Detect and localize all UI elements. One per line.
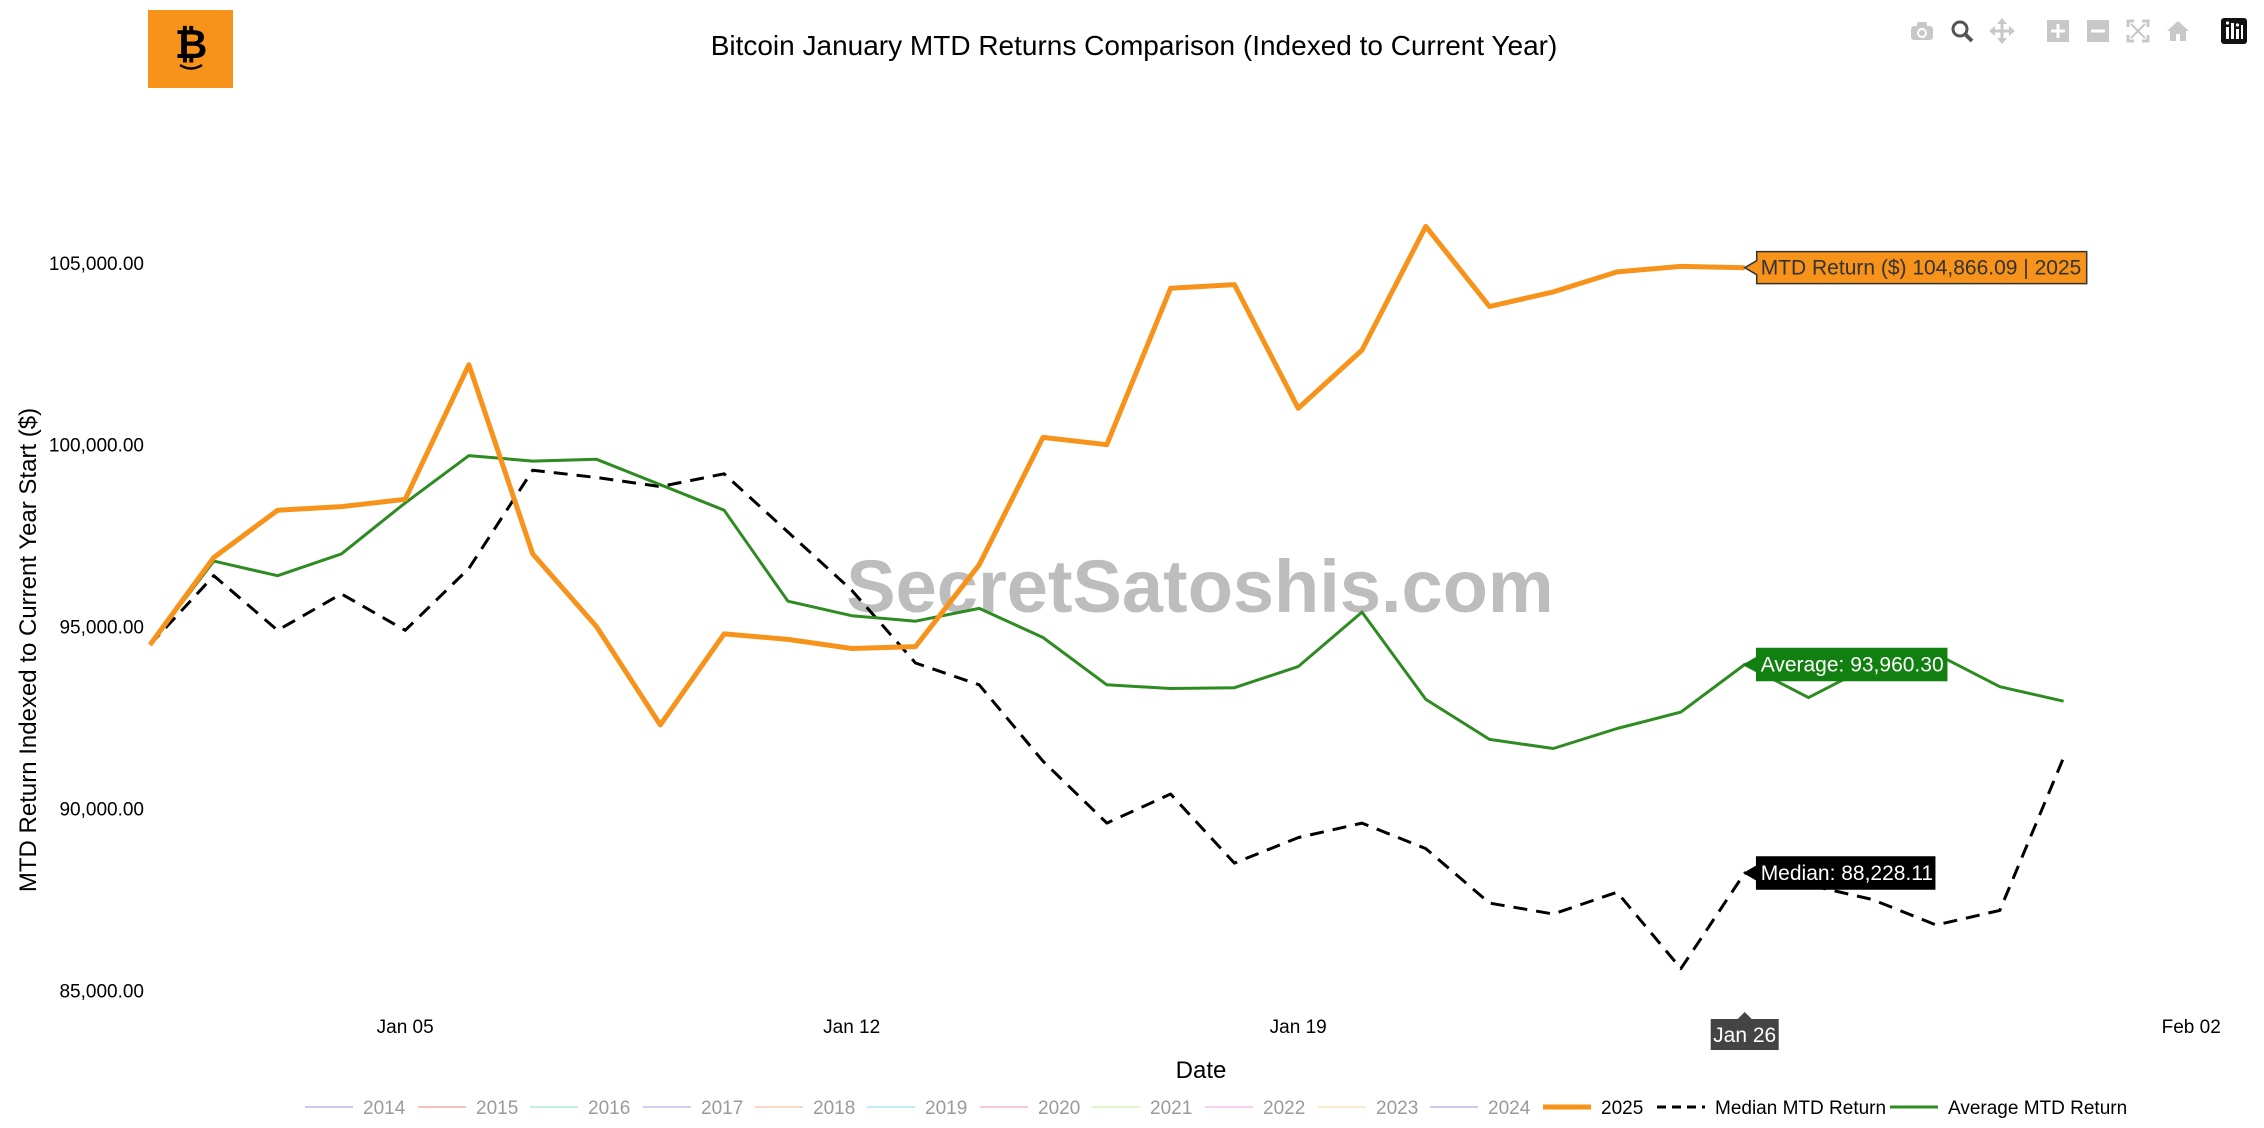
legend-item[interactable]: 2015 (418, 1098, 518, 1119)
watermark: SecretSatoshis.com (846, 545, 1553, 628)
legend-label: 2017 (701, 1098, 743, 1119)
autoscale-icon[interactable] (2120, 16, 2156, 46)
zoom-out-icon[interactable] (2080, 16, 2116, 46)
legend-item[interactable]: 2019 (867, 1098, 967, 1119)
legend-item[interactable]: 2021 (1092, 1098, 1192, 1119)
hover-label-2025-text: MTD Return ($) 104,866.09 | 2025 (1761, 257, 2082, 280)
chart-title: Bitcoin January MTD Returns Comparison (… (711, 30, 1558, 61)
x-hover-label: Jan 26 (1710, 1012, 1779, 1050)
x-hover-label-text: Jan 26 (1713, 1024, 1776, 1047)
legend-label: 2019 (925, 1098, 967, 1119)
x-axis-title: Date (1176, 1057, 1227, 1084)
plot-modebar (1904, 16, 2252, 46)
legend-item[interactable]: 2017 (643, 1098, 743, 1119)
y-tick-label: 90,000.00 (59, 800, 144, 821)
pan-icon[interactable] (1984, 16, 2020, 46)
x-tick-label: Jan 05 (377, 1017, 434, 1038)
home-icon[interactable] (2160, 16, 2196, 46)
legend-label: Median MTD Return (1715, 1098, 1886, 1119)
legend-label: 2014 (363, 1098, 406, 1119)
y-axis: 85,000.00 90,000.00 95,000.00 100,000.00 105… (49, 254, 144, 1003)
y-tick-label: 100,000.00 (49, 436, 144, 457)
legend-item[interactable]: 2014 (305, 1098, 406, 1119)
y-tick-label: 105,000.00 (49, 254, 144, 275)
legend-label: 2024 (1488, 1098, 1531, 1119)
camera-icon[interactable] (1904, 16, 1940, 46)
legend-label: 2021 (1150, 1098, 1192, 1119)
series-line-2025[interactable] (147, 223, 1745, 728)
y-tick-label: 85,000.00 (59, 981, 144, 1002)
legend-label: 2025 (1601, 1098, 1643, 1119)
y-axis-title: MTD Return Indexed to Current Year Start… (15, 408, 42, 892)
x-tick-label: Jan 19 (1270, 1017, 1327, 1038)
legend-item[interactable]: 2016 (530, 1098, 630, 1119)
zoom-in-icon[interactable] (2040, 16, 2076, 46)
legend: 2014 2015 2016 2017 2018 2019 2020 2021 2022 2023… (305, 1098, 2127, 1119)
legend-label: 2018 (813, 1098, 855, 1119)
plotly-logo-icon[interactable] (2216, 16, 2252, 46)
hover-label-median: Median: 88,228.11 (1743, 856, 1936, 890)
legend-label: 2015 (476, 1098, 518, 1119)
hover-label-median-text: Median: 88,228.11 (1761, 862, 1933, 885)
legend-label: 2020 (1038, 1098, 1080, 1119)
legend-item[interactable]: Median MTD Return (1657, 1098, 1886, 1119)
hover-label-average-text: Average: 93,960.30 (1761, 653, 1944, 676)
bitcoin-logo: ₿ (148, 10, 233, 88)
legend-item[interactable]: 2022 (1205, 1098, 1305, 1119)
bitcoin-face-logo-icon: ₿ (174, 22, 207, 70)
legend-item[interactable]: 2018 (755, 1098, 855, 1119)
x-tick-label: Feb 02 (2162, 1017, 2221, 1038)
legend-item[interactable]: 2023 (1318, 1098, 1418, 1119)
hover-label-2025: MTD Return ($) 104,866.09 | 2025 (1743, 250, 2088, 285)
legend-label: 2022 (1263, 1098, 1305, 1119)
svg-text:₿: ₿ (174, 22, 207, 68)
zoom-icon[interactable] (1944, 16, 1980, 46)
legend-item[interactable]: 2025 (1543, 1098, 1643, 1119)
legend-item[interactable]: 2024 (1430, 1098, 1531, 1119)
legend-item[interactable]: 2020 (980, 1098, 1080, 1119)
x-tick-label: Jan 12 (823, 1017, 880, 1038)
hover-layer: MTD Return ($) 104,866.09 | 2025 Average:… (1710, 250, 2088, 1050)
y-tick-label: 95,000.00 (59, 618, 144, 639)
legend-label: 2016 (588, 1098, 630, 1119)
legend-label: Average MTD Return (1948, 1098, 2127, 1119)
hover-label-average: Average: 93,960.30 (1743, 647, 1948, 682)
legend-item[interactable]: Average MTD Return (1890, 1098, 2127, 1119)
x-axis: Jan 05 Jan 12 Jan 19 Feb 02 (377, 1017, 2221, 1038)
legend-label: 2023 (1376, 1098, 1418, 1119)
